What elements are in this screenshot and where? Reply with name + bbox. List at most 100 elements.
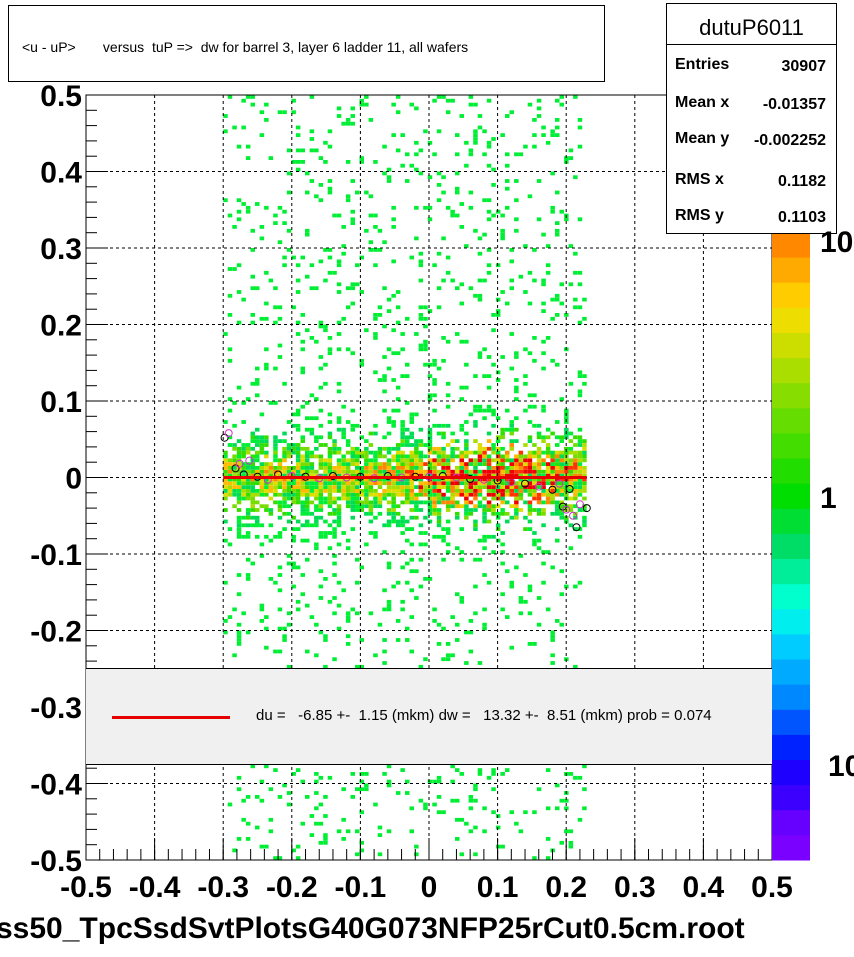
heatmap-cell (241, 297, 246, 302)
heatmap-cell (295, 443, 301, 447)
heatmap-cell (573, 527, 578, 531)
heatmap-cell (545, 607, 551, 612)
heatmap-cell (450, 278, 455, 283)
heatmap-cell (555, 538, 560, 543)
heatmap-cell (445, 489, 451, 493)
heatmap-cell (482, 458, 487, 463)
heatmap-cell (418, 500, 424, 505)
heatmap-cell (336, 114, 342, 118)
heatmap-cell (532, 492, 537, 497)
heatmap-cell (250, 102, 255, 107)
heatmap-cell (291, 500, 296, 505)
heatmap-cell (577, 489, 583, 493)
heatmap-cell (400, 531, 405, 535)
heatmap-cell (327, 351, 333, 356)
heatmap-cell (350, 301, 355, 306)
heatmap-cell (536, 469, 542, 474)
heatmap-cell (264, 508, 269, 512)
heatmap-cell (245, 209, 251, 214)
heatmap-cell (405, 779, 410, 784)
heatmap-cell (523, 466, 528, 470)
heatmap-cell (482, 408, 487, 413)
heatmap-cell (259, 443, 265, 447)
heatmap-cell (255, 450, 260, 455)
heatmap-cell (227, 462, 233, 466)
heatmap-cell (450, 653, 455, 658)
heatmap-cell (327, 336, 333, 340)
heatmap-cell (432, 534, 437, 539)
heatmap-cell (482, 806, 487, 811)
heatmap-cell (582, 508, 587, 512)
heatmap-cell (500, 607, 505, 612)
heatmap-cell (477, 500, 483, 505)
heatmap-cell (355, 454, 360, 459)
heatmap-cell (386, 446, 392, 451)
heatmap-cell (295, 160, 301, 164)
heatmap-cell (282, 209, 287, 214)
heatmap-cell (314, 542, 319, 547)
heatmap-cell (355, 481, 360, 486)
x-tick-label: 0.5 (751, 871, 793, 904)
heatmap-cell (550, 297, 555, 302)
heatmap-cell (541, 301, 546, 306)
heatmap-cell (423, 500, 428, 505)
heatmap-cell (318, 802, 324, 807)
heatmap-cell (350, 217, 355, 222)
x-tick-label: 0.4 (683, 871, 725, 904)
heatmap-cell (345, 118, 351, 122)
heatmap-cell (355, 446, 360, 451)
heatmap-cell (473, 228, 478, 233)
heatmap-cell (514, 469, 519, 474)
heatmap-cell (364, 469, 369, 474)
heatmap-cell (350, 772, 355, 776)
y-tick-label: 0.3 (40, 233, 82, 266)
heatmap-cell (509, 443, 514, 447)
heatmap-cell (377, 450, 383, 455)
heatmap-cell (309, 137, 315, 141)
heatmap-cell (464, 500, 469, 505)
heatmap-cell (236, 489, 242, 493)
heatmap-cell (318, 408, 324, 413)
heatmap-cell (445, 508, 451, 512)
heatmap-cell (332, 469, 337, 474)
heatmap-cell (355, 423, 360, 428)
heatmap-cell (327, 466, 333, 470)
heatmap-cell (386, 508, 392, 512)
heatmap-cell (305, 519, 310, 524)
heatmap-cell (295, 519, 301, 524)
heatmap-cell (550, 492, 555, 497)
heatmap-cell (377, 228, 383, 233)
heatmap-cell (541, 473, 546, 478)
heatmap-cell (568, 496, 574, 501)
heatmap-cell (482, 198, 487, 203)
heatmap-cell (309, 148, 315, 153)
heatmap-cell (500, 133, 505, 137)
heatmap-cell (486, 385, 492, 390)
heatmap-cell (382, 661, 387, 665)
heatmap-cell (350, 114, 355, 118)
heatmap-cell (295, 607, 301, 612)
heatmap-cell (318, 492, 324, 497)
heatmap-cell (509, 458, 514, 463)
heatmap-cell (359, 290, 364, 294)
heatmap-cell (423, 362, 428, 367)
heatmap-cell (432, 378, 437, 382)
heatmap-cell (536, 114, 542, 118)
heatmap-cell (255, 523, 260, 528)
heatmap-cell (518, 596, 524, 600)
palette-segment (772, 558, 810, 585)
heatmap-cell (364, 504, 369, 509)
heatmap-cell (305, 504, 310, 509)
heatmap-cell (327, 775, 333, 780)
heatmap-cell (400, 420, 405, 424)
heatmap-cell (495, 814, 501, 818)
heatmap-cell (314, 496, 319, 501)
heatmap-cell (327, 469, 333, 474)
heatmap-cell (545, 489, 551, 493)
profile-point (534, 482, 543, 491)
heatmap-cell (468, 462, 474, 466)
heatmap-cell (236, 320, 242, 325)
heatmap-cell (555, 462, 560, 466)
heatmap-cell (368, 611, 374, 616)
heatmap-cell (232, 477, 237, 482)
